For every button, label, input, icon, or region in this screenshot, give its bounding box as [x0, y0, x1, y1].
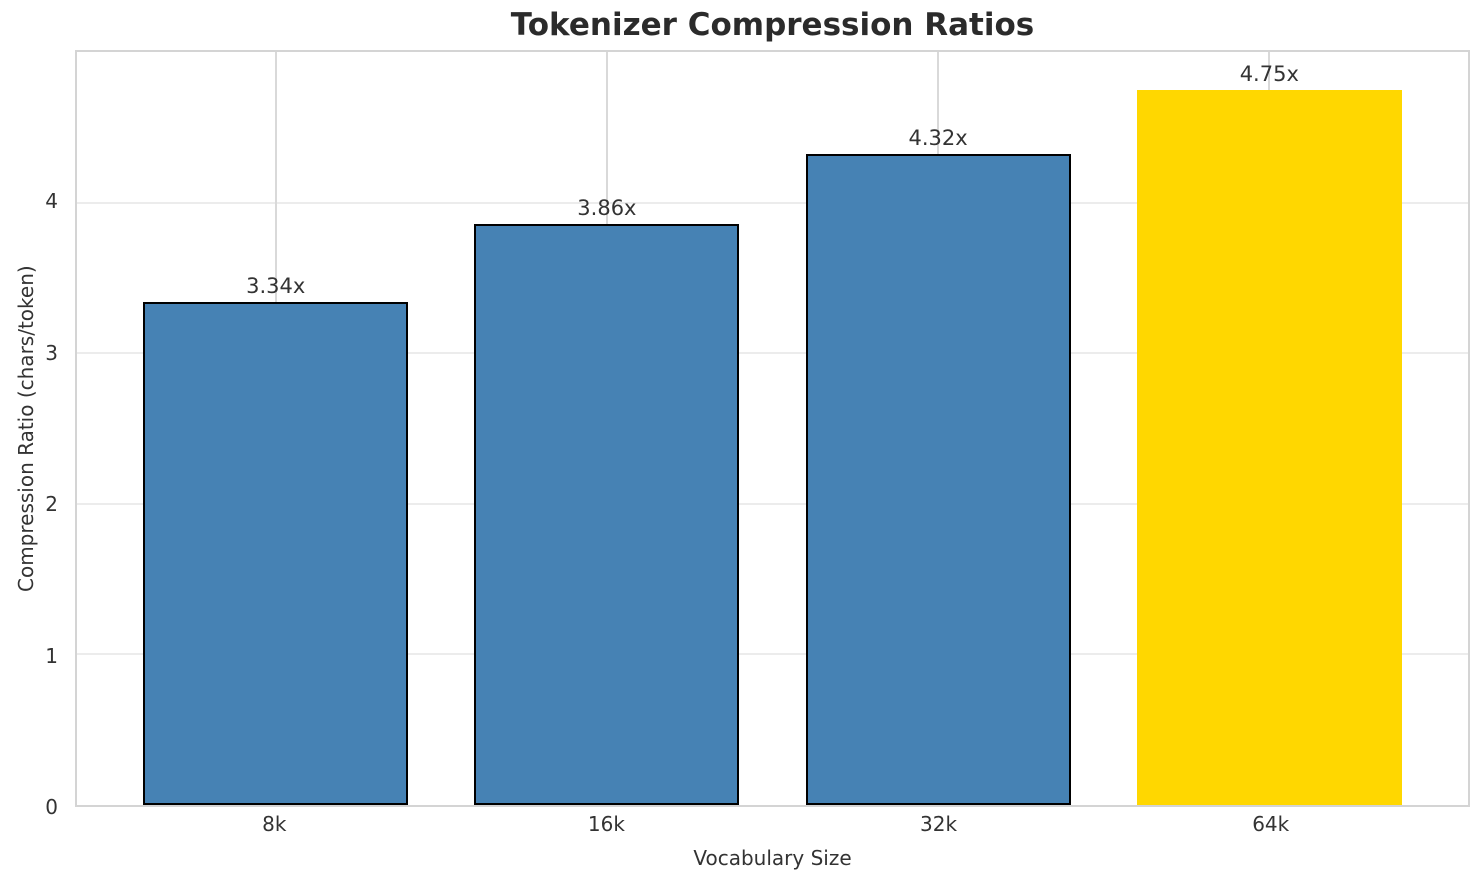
x-tick-label: 16k	[587, 812, 625, 836]
bar-8k	[143, 302, 409, 805]
horizontal-gridline	[77, 502, 1468, 505]
y-tick-label: 1	[45, 643, 58, 668]
bar-value-label: 4.75x	[1239, 61, 1299, 86]
chart-title: Tokenizer Compression Ratios	[510, 7, 1035, 43]
x-tick-label: 8k	[262, 812, 287, 836]
bar-value-label: 3.34x	[246, 274, 306, 298]
x-tick-label: 32k	[920, 812, 958, 836]
y-tick-label: 4	[45, 189, 58, 214]
x-axis-label: Vocabulary Size	[693, 846, 852, 870]
y-tick-label: 2	[45, 492, 58, 517]
horizontal-gridline	[77, 653, 1468, 656]
y-tick-labels: 0 1 2 3 4	[0, 50, 58, 817]
bar-16k	[474, 223, 740, 805]
horizontal-gridline	[77, 201, 1468, 204]
y-tick-label: 3	[45, 340, 58, 365]
horizontal-gridline	[77, 352, 1468, 355]
bar-value-label: 4.32x	[908, 126, 968, 151]
plot-area: 3.34x 3.86x 4.32x 4.75x	[75, 50, 1470, 807]
y-tick-label: 0	[45, 795, 58, 819]
bar-value-label: 3.86x	[577, 195, 637, 220]
bar-64k	[1136, 89, 1402, 805]
x-tick-labels: 8k 16k 32k 64k	[75, 813, 1470, 841]
x-tick-label: 64k	[1252, 812, 1290, 836]
bar-32k	[805, 154, 1071, 805]
